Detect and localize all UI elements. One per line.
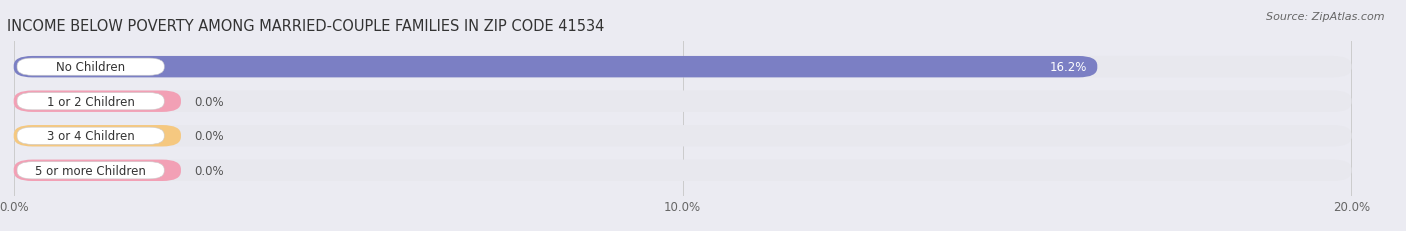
FancyBboxPatch shape — [14, 125, 181, 147]
Text: INCOME BELOW POVERTY AMONG MARRIED-COUPLE FAMILIES IN ZIP CODE 41534: INCOME BELOW POVERTY AMONG MARRIED-COUPL… — [7, 18, 605, 33]
FancyBboxPatch shape — [17, 93, 165, 110]
FancyBboxPatch shape — [14, 125, 1351, 147]
Text: 3 or 4 Children: 3 or 4 Children — [46, 130, 135, 143]
Text: 5 or more Children: 5 or more Children — [35, 164, 146, 177]
FancyBboxPatch shape — [14, 91, 181, 112]
FancyBboxPatch shape — [14, 160, 181, 181]
FancyBboxPatch shape — [14, 160, 1351, 181]
FancyBboxPatch shape — [17, 128, 165, 145]
Text: 1 or 2 Children: 1 or 2 Children — [46, 95, 135, 108]
FancyBboxPatch shape — [17, 59, 165, 76]
Text: No Children: No Children — [56, 61, 125, 74]
Text: 16.2%: 16.2% — [1050, 61, 1087, 74]
FancyBboxPatch shape — [14, 57, 1351, 78]
Text: Source: ZipAtlas.com: Source: ZipAtlas.com — [1267, 12, 1385, 21]
FancyBboxPatch shape — [17, 162, 165, 179]
Text: 0.0%: 0.0% — [194, 130, 224, 143]
FancyBboxPatch shape — [14, 57, 1097, 78]
Text: 0.0%: 0.0% — [194, 164, 224, 177]
Text: 0.0%: 0.0% — [194, 95, 224, 108]
FancyBboxPatch shape — [14, 91, 1351, 112]
